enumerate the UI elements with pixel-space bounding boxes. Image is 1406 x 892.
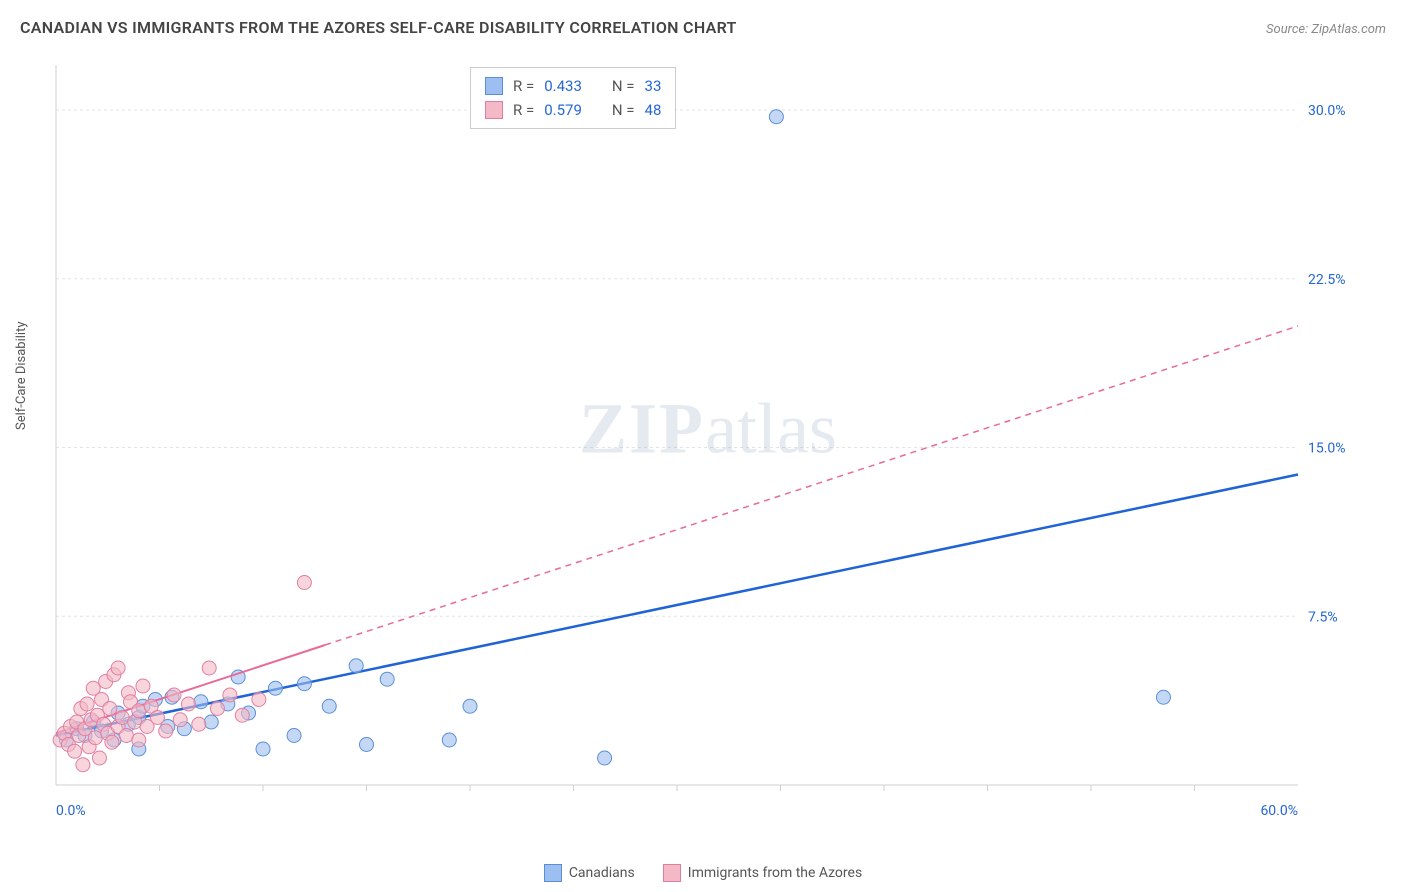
n-value: 33 (645, 74, 662, 98)
scatter-plot-svg: 7.5% 15.0% 22.5% 30.0% 0.0% 60.0% (48, 55, 1368, 835)
source-attribution: Source: ZipAtlas.com (1266, 22, 1386, 37)
legend-label-azores: Immigrants from the Azores (688, 865, 862, 881)
data-point-canadians (380, 672, 394, 686)
stats-legend-box: R = 0.433 N = 33 R = 0.579 N = 48 (470, 67, 676, 129)
data-point-azores (68, 744, 82, 758)
y-axis-label: Self-Care Disability (14, 322, 29, 430)
chart-title: CANADIAN VS IMMIGRANTS FROM THE AZORES S… (20, 18, 737, 37)
swatch-canadians (544, 864, 562, 882)
trend-line-ext-azores (325, 326, 1298, 645)
data-point-azores (150, 711, 164, 725)
data-point-azores (297, 576, 311, 590)
data-point-azores (159, 724, 173, 738)
data-point-azores (202, 661, 216, 675)
data-point-canadians (297, 677, 311, 691)
y-tick-label: 7.5% (1308, 609, 1338, 625)
data-point-canadians (194, 695, 208, 709)
plot-area: 7.5%15.0%22.5%30.0%0.0%60.0% ZIPatlas R … (48, 55, 1368, 835)
stats-row-canadians: R = 0.433 N = 33 (485, 74, 661, 98)
data-point-azores (210, 702, 224, 716)
swatch-azores (663, 864, 681, 882)
data-point-canadians (349, 659, 363, 673)
data-point-canadians (442, 733, 456, 747)
data-point-azores (167, 688, 181, 702)
n-label: N = (612, 74, 635, 98)
data-point-azores (132, 704, 146, 718)
legend-item-canadians: Canadians (544, 864, 635, 882)
data-point-canadians (769, 110, 783, 124)
data-point-canadians (598, 751, 612, 765)
data-point-canadians (256, 742, 270, 756)
data-point-canadians (268, 681, 282, 695)
data-point-azores (103, 702, 117, 716)
r-value: 0.433 (544, 74, 582, 98)
r-label: R = (513, 74, 534, 98)
data-point-azores (92, 751, 106, 765)
data-point-azores (119, 729, 133, 743)
series-legend: Canadians Immigrants from the Azores (0, 864, 1406, 882)
data-point-azores (105, 735, 119, 749)
data-point-canadians (322, 699, 336, 713)
data-point-azores (252, 693, 266, 707)
x-min-label: 0.0% (56, 803, 86, 819)
header: CANADIAN VS IMMIGRANTS FROM THE AZORES S… (0, 0, 1406, 45)
data-point-azores (132, 733, 146, 747)
r-label: R = (513, 98, 534, 122)
data-point-azores (235, 708, 249, 722)
stats-swatch-azores (485, 101, 503, 119)
trend-line-canadians (56, 475, 1298, 736)
data-point-azores (181, 697, 195, 711)
stats-swatch-canadians (485, 77, 503, 95)
data-point-azores (136, 679, 150, 693)
data-point-canadians (204, 715, 218, 729)
data-point-azores (223, 688, 237, 702)
data-point-canadians (287, 729, 301, 743)
data-point-canadians (360, 738, 374, 752)
data-point-azores (88, 731, 102, 745)
y-tick-label: 30.0% (1308, 103, 1346, 119)
legend-label-canadians: Canadians (569, 865, 635, 881)
y-tick-label: 22.5% (1308, 272, 1346, 288)
y-tick-label: 15.0% (1308, 441, 1346, 457)
r-value: 0.579 (544, 98, 582, 122)
n-label: N = (612, 98, 635, 122)
data-point-canadians (1156, 690, 1170, 704)
data-point-azores (173, 713, 187, 727)
stats-row-azores: R = 0.579 N = 48 (485, 98, 661, 122)
data-point-azores (111, 661, 125, 675)
data-point-canadians (463, 699, 477, 713)
legend-item-azores: Immigrants from the Azores (663, 864, 862, 882)
data-point-azores (76, 758, 90, 772)
data-point-azores (115, 711, 129, 725)
x-max-label: 60.0% (1260, 803, 1298, 819)
data-point-azores (80, 697, 94, 711)
data-point-azores (192, 717, 206, 731)
n-value: 48 (645, 98, 662, 122)
